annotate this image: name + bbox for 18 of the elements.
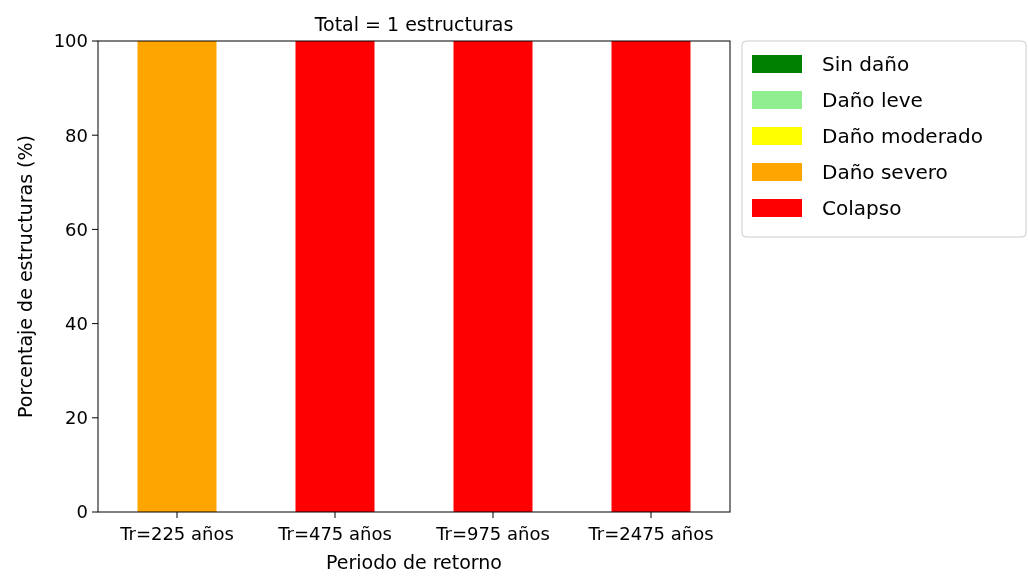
y-tick-label: 80: [65, 124, 88, 146]
legend-label: Sin daño: [822, 52, 910, 76]
y-axis-title: Porcentaje de estructuras (%): [14, 135, 36, 418]
y-tick-label: 60: [65, 218, 88, 240]
legend-label: Daño leve: [822, 88, 923, 112]
chart-title: Total = 1 estructuras: [313, 13, 514, 35]
legend-label: Daño moderado: [822, 124, 984, 148]
x-axis-title: Periodo de retorno: [325, 551, 503, 573]
y-tick-label: 40: [65, 312, 88, 334]
y-tick-label: 0: [76, 501, 88, 523]
y-tick-label: 100: [53, 30, 88, 52]
x-tick-label: Tr=475 años: [277, 523, 392, 544]
x-tick-label: Tr=975 años: [435, 523, 550, 544]
y-tick-label: 20: [65, 407, 88, 429]
x-tick-label: Tr=225 años: [119, 523, 234, 544]
legend-label: Colapso: [822, 196, 902, 220]
x-tick-label: Tr=2475 años: [587, 523, 714, 544]
legend-label: Daño severo: [822, 160, 948, 184]
